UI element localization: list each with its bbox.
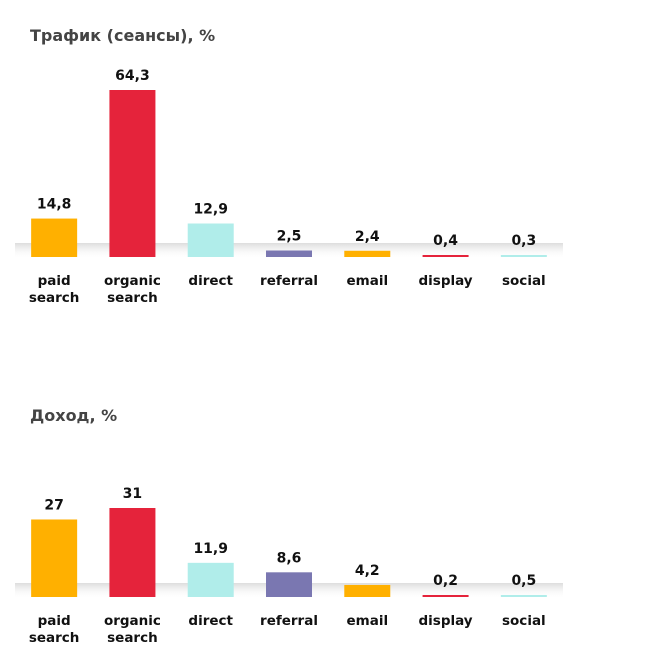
bar-social — [500, 595, 547, 597]
chart-title: Трафик (сеансы), % — [30, 26, 216, 45]
value-label: 0,5 — [511, 573, 536, 589]
bar-direct — [187, 223, 234, 257]
bar-email — [344, 584, 391, 597]
value-label: 64,3 — [115, 68, 150, 84]
bar-social — [500, 255, 547, 257]
bar-paid-search — [31, 519, 78, 597]
category-label: referral — [260, 613, 318, 629]
category-label: paid search — [29, 273, 80, 306]
category-label: display — [419, 273, 473, 289]
category-label: email — [346, 613, 388, 629]
value-label: 27 — [44, 497, 63, 513]
category-label: social — [502, 613, 546, 629]
category-label: direct — [188, 613, 233, 629]
category-label: display — [419, 613, 473, 629]
category-label: paid search — [29, 613, 80, 646]
value-label: 11,9 — [193, 541, 228, 557]
bar-organic-search — [109, 508, 156, 597]
value-label: 2,5 — [277, 229, 302, 245]
value-label: 12,9 — [193, 201, 228, 217]
chart-title: Доход, % — [30, 406, 118, 425]
bar-referral — [266, 572, 312, 597]
bar-display — [422, 255, 469, 257]
traffic-bar-chart: 14,8 paid search 64,3 organic search 12,9 direc… — [15, 68, 563, 306]
bar-direct — [187, 562, 234, 597]
category-label: direct — [188, 273, 233, 289]
value-label: 8,6 — [277, 550, 302, 566]
value-label: 0,2 — [433, 573, 458, 589]
category-label: social — [502, 273, 546, 289]
value-label: 31 — [123, 486, 142, 502]
category-label: email — [346, 273, 388, 289]
revenue-bar-chart: 27 paid search 31 organic search 11,9 direct 8,6… — [15, 486, 563, 646]
value-label: 4,2 — [355, 563, 380, 579]
value-label: 0,3 — [511, 233, 536, 249]
bar-email — [344, 250, 391, 257]
bar-organic-search — [109, 90, 156, 257]
category-label: referral — [260, 273, 318, 289]
value-label: 0,4 — [433, 233, 458, 249]
bar-paid-search — [31, 218, 78, 257]
category-label: organic search — [104, 613, 161, 646]
bar-display — [422, 595, 469, 597]
category-label: organic search — [104, 273, 161, 306]
bar-referral — [266, 250, 312, 257]
value-label: 14,8 — [37, 197, 72, 213]
value-label: 2,4 — [355, 229, 380, 245]
